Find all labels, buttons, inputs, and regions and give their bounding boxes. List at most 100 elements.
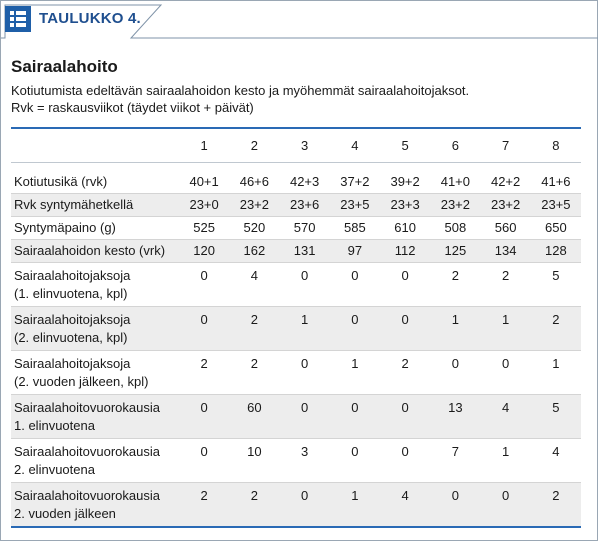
table-cell: 0 (329, 438, 380, 483)
table-cell: 2 (229, 350, 280, 395)
table-title: Sairaalahoito (11, 57, 118, 76)
column-header: 2 (229, 127, 280, 163)
table-cell: 0 (380, 438, 431, 483)
table-cell: 10 (229, 438, 280, 483)
table-cell: 2 (229, 306, 280, 351)
table-row: Sairaalahoitojaksoja (1. elinvuotena, kpl… (11, 262, 581, 307)
row-label-line-1: Sairaalahoitojaksoja (14, 312, 131, 327)
table-cell: 1 (329, 482, 380, 528)
table-cell: 1 (329, 350, 380, 395)
table-cell: 23+2 (430, 193, 481, 217)
table-row: Sairaalahoitovuorokausia 1. elinvuotena 0 6… (11, 394, 581, 439)
table-row: Sairaalahoitojaksoja (2. vuoden jälkeen, … (11, 350, 581, 395)
row-label-line-2: (1. elinvuotena, kpl) (14, 286, 128, 301)
row-label-line-1: Kotiutusikä (rvk) (14, 174, 108, 189)
column-header: 7 (480, 127, 531, 163)
table-cell: 23+2 (229, 193, 280, 217)
column-header: 5 (380, 127, 431, 163)
row-label: Sairaalahoitovuorokausia 1. elinvuotena (11, 394, 179, 439)
table-cell: 0 (430, 350, 481, 395)
table-cell: 0 (279, 350, 330, 395)
row-label: Rvk syntymähetkellä (11, 193, 179, 217)
row-label-line-1: Sairaalahoitojaksoja (14, 356, 131, 371)
table-cell: 7 (430, 438, 481, 483)
row-label-line-1: Sairaalahoitovuorokausia (14, 444, 160, 459)
column-header: 1 (179, 127, 230, 163)
table-cell: 0 (179, 438, 230, 483)
table-cell: 0 (179, 262, 230, 307)
table-cell: 23+5 (530, 193, 581, 217)
row-label-line-1: Sairaalahoitovuorokausia (14, 400, 160, 415)
table-cell: 1 (530, 350, 581, 395)
row-label-line-2: (2. vuoden jälkeen, kpl) (14, 374, 149, 389)
column-header: 6 (430, 127, 481, 163)
table-cell: 162 (229, 239, 280, 263)
table-header-tab: TAULUKKO 4. (1, 1, 600, 39)
row-label-line-2: (2. elinvuotena, kpl) (14, 330, 128, 345)
table-cell: 3 (279, 438, 330, 483)
table-cell: 0 (480, 482, 531, 528)
table-cell: 0 (279, 394, 330, 439)
table-row: Rvk syntymähetkellä 23+0 23+2 23+6 23+5 23+3 2… (11, 193, 581, 217)
table-cell: 2 (179, 350, 230, 395)
data-table: 1 2 3 4 5 6 7 8 Kotiutusikä (rvk) 40+1 46+… (11, 127, 581, 528)
table-cell: 2 (530, 482, 581, 528)
row-label-line-2: 2. elinvuotena (14, 462, 95, 477)
table-cell: 4 (480, 394, 531, 439)
table-cell: 46+6 (229, 171, 280, 194)
table-cell: 0 (329, 394, 380, 439)
column-header: 4 (329, 127, 380, 163)
table-cell: 97 (329, 239, 380, 263)
table-cell: 0 (179, 394, 230, 439)
table-cell: 4 (530, 438, 581, 483)
table-cell: 650 (530, 216, 581, 240)
caption-line-2: Rvk = raskausviikot (täydet viikot + päi… (11, 100, 254, 115)
caption-line-1: Kotiutumista edeltävän sairaalahoidon ke… (11, 83, 470, 98)
table-cell: 1 (480, 306, 531, 351)
table-cell: 0 (179, 306, 230, 351)
row-label: Sairaalahoitojaksoja (1. elinvuotena, kpl… (11, 262, 179, 307)
table-body: Kotiutusikä (rvk) 40+1 46+6 42+3 37+2 39+2 41+… (11, 171, 581, 528)
table-cell: 508 (430, 216, 481, 240)
table-cell: 2 (480, 262, 531, 307)
table-cell: 128 (530, 239, 581, 263)
table-cell: 5 (530, 394, 581, 439)
table-cell: 0 (380, 394, 431, 439)
table-cell: 13 (430, 394, 481, 439)
table-cell: 0 (480, 350, 531, 395)
table-cell: 23+3 (380, 193, 431, 217)
column-header: 3 (279, 127, 330, 163)
row-label-line-1: Sairaalahoitovuorokausia (14, 488, 160, 503)
table-cell: 560 (480, 216, 531, 240)
column-header: 8 (530, 127, 581, 163)
table-cell: 39+2 (380, 171, 431, 194)
table-cell: 0 (380, 306, 431, 351)
table-cell: 5 (530, 262, 581, 307)
table-cell: 1 (279, 306, 330, 351)
table-cell: 41+6 (530, 171, 581, 194)
row-label: Syntymäpaino (g) (11, 216, 179, 240)
table-cell: 4 (380, 482, 431, 528)
table-cell: 2 (430, 262, 481, 307)
row-label-line-1: Syntymäpaino (g) (14, 220, 116, 235)
table-cell: 4 (229, 262, 280, 307)
table-cell: 120 (179, 239, 230, 263)
table-row: Sairaalahoitovuorokausia 2. vuoden jälkee… (11, 482, 581, 528)
table-cell: 37+2 (329, 171, 380, 194)
table-cell: 520 (229, 216, 280, 240)
row-label-line-2: 1. elinvuotena (14, 418, 95, 433)
table-number-label: TAULUKKO 4. (39, 10, 141, 27)
table-cell: 2 (229, 482, 280, 528)
table-cell: 23+0 (179, 193, 230, 217)
table-cell: 131 (279, 239, 330, 263)
table-row: Syntymäpaino (g) 525 520 570 585 610 508 560 650 (11, 216, 581, 240)
table-cell: 0 (430, 482, 481, 528)
table-cell: 2 (380, 350, 431, 395)
table-cell: 41+0 (430, 171, 481, 194)
row-label: Kotiutusikä (rvk) (11, 171, 179, 194)
row-label: Sairaalahoitojaksoja (2. elinvuotena, kpl… (11, 306, 179, 351)
table-cell: 42+3 (279, 171, 330, 194)
row-label: Sairaalahoidon kesto (vrk) (11, 239, 179, 263)
table-row: Sairaalahoitovuorokausia 2. elinvuotena 0 1… (11, 438, 581, 483)
row-label-line-2: 2. vuoden jälkeen (14, 506, 116, 521)
